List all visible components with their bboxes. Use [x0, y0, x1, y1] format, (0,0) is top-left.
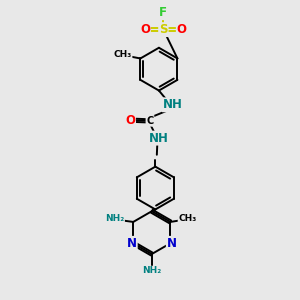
Text: O: O: [140, 23, 150, 36]
Text: N: N: [127, 237, 137, 250]
Text: NH₂: NH₂: [105, 214, 124, 224]
Text: NH: NH: [149, 132, 169, 145]
Text: S: S: [159, 23, 168, 36]
Text: NH: NH: [163, 98, 182, 111]
Text: O: O: [177, 23, 187, 36]
Text: C: C: [146, 116, 154, 126]
Text: N: N: [167, 237, 177, 250]
Text: F: F: [159, 6, 167, 19]
Text: NH₂: NH₂: [142, 266, 161, 275]
Text: CH₃: CH₃: [113, 50, 132, 59]
Text: CH₃: CH₃: [178, 214, 197, 224]
Text: O: O: [125, 114, 135, 127]
